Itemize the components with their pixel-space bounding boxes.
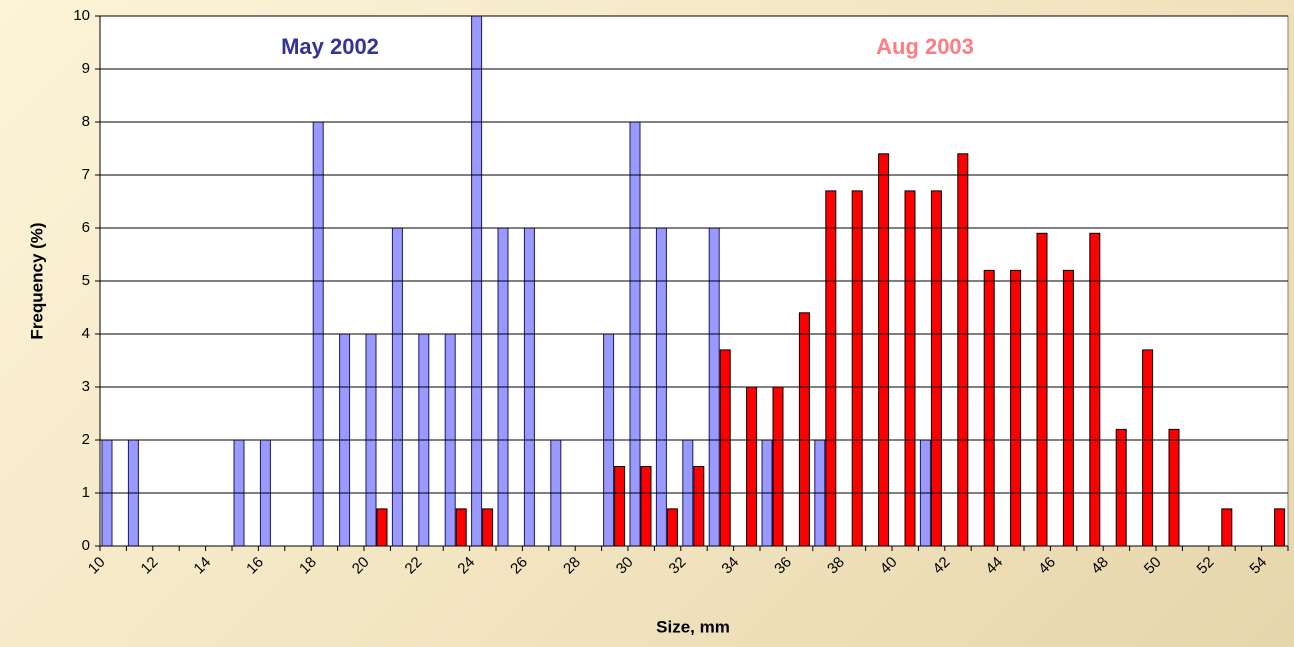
y-tick-label: 4	[82, 325, 90, 342]
bar	[1115, 428, 1127, 547]
bar	[798, 312, 810, 547]
bar	[614, 466, 626, 547]
x-tick-label: 44	[982, 554, 1006, 578]
bar	[455, 508, 467, 547]
y-tick-label: 3	[82, 378, 90, 395]
bar	[772, 386, 784, 547]
bar	[1168, 428, 1180, 547]
bar	[1142, 349, 1154, 547]
y-tick-label: 0	[82, 537, 90, 554]
x-tick-label: 54	[1246, 554, 1270, 578]
bar	[1062, 269, 1074, 547]
x-tick-label: 40	[877, 554, 901, 578]
bar	[1010, 269, 1022, 547]
bar	[376, 508, 388, 547]
y-tick-label: 7	[82, 166, 90, 183]
bar	[666, 508, 678, 547]
y-tick-label: 5	[82, 272, 90, 289]
x-tick-label: 42	[930, 554, 954, 578]
bar	[1089, 232, 1101, 547]
bar	[957, 153, 969, 547]
y-tick-label: 9	[82, 60, 90, 77]
bar	[1221, 508, 1233, 547]
x-tick-label: 10	[85, 554, 109, 578]
bar	[1274, 508, 1286, 547]
x-tick-label: 20	[349, 554, 373, 578]
annotation: May 2002	[281, 34, 379, 59]
bar	[719, 349, 731, 547]
y-tick-label: 1	[82, 484, 90, 501]
bar	[640, 466, 652, 547]
x-tick-label: 14	[190, 554, 214, 578]
x-tick-label: 52	[1194, 554, 1218, 578]
y-tick-label: 10	[73, 7, 90, 24]
x-tick-label: 16	[243, 554, 267, 578]
bar	[746, 386, 758, 547]
x-tick-label: 30	[613, 554, 637, 578]
bar	[482, 508, 494, 547]
x-tick-label: 34	[718, 554, 742, 578]
x-tick-label: 32	[666, 554, 690, 578]
x-tick-label: 50	[1141, 554, 1165, 578]
bar	[983, 269, 995, 547]
x-tick-label: 12	[138, 554, 162, 578]
bar	[1036, 232, 1048, 547]
x-tick-label: 46	[1035, 554, 1059, 578]
y-tick-label: 2	[82, 431, 90, 448]
x-tick-label: 26	[507, 554, 531, 578]
x-tick-label: 18	[296, 554, 320, 578]
y-tick-label: 8	[82, 113, 90, 130]
bar	[693, 466, 705, 547]
x-tick-label: 24	[454, 554, 478, 578]
x-tick-label: 48	[1088, 554, 1112, 578]
x-tick-label: 28	[560, 554, 584, 578]
bar	[878, 153, 890, 547]
x-tick-label: 38	[824, 554, 848, 578]
x-axis-title: Size, mm	[656, 617, 730, 636]
x-tick-label: 36	[771, 554, 795, 578]
x-tick-label: 22	[402, 554, 426, 578]
y-axis-title: Frequency (%)	[27, 222, 46, 339]
annotation: Aug 2003	[876, 34, 974, 59]
y-tick-label: 6	[82, 219, 90, 236]
